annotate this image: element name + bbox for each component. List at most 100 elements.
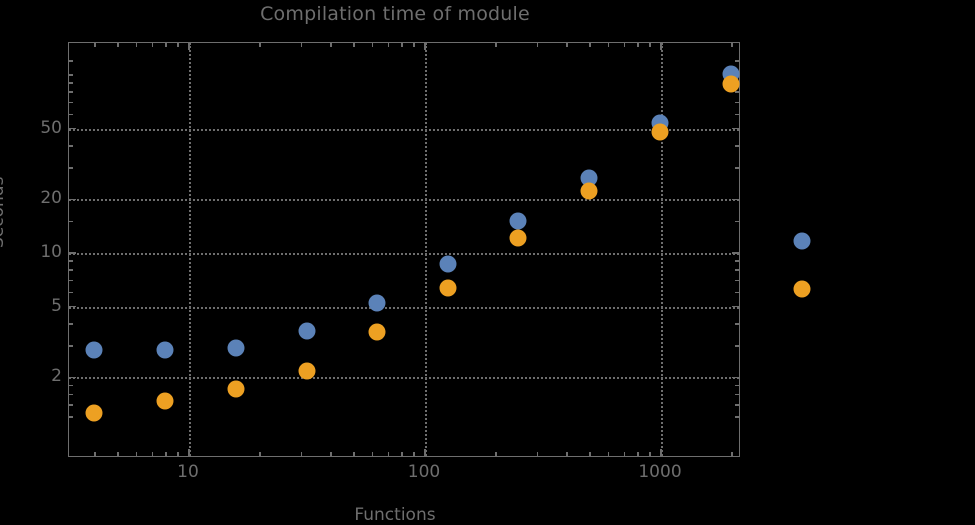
- x-axis-minor-tick: [536, 452, 539, 456]
- y-axis-minor-tick: [69, 279, 73, 282]
- x-axis-minor-tick: [566, 452, 568, 456]
- x-axis-minor-tick: [135, 43, 138, 47]
- y-axis-tick: [69, 198, 76, 201]
- y-axis-tick: [69, 376, 76, 379]
- x-axis-minor-tick: [117, 452, 119, 456]
- y-axis-minor-tick: [735, 393, 739, 396]
- y-axis-minor-tick: [69, 291, 73, 294]
- y-axis-minor-tick: [69, 74, 73, 76]
- y-axis-tick-label: 50: [40, 117, 62, 138]
- x-axis-minor-tick: [151, 452, 154, 456]
- y-axis-minor-tick: [69, 269, 73, 271]
- x-axis-minor-tick: [589, 452, 591, 456]
- x-axis-minor-tick: [413, 452, 415, 456]
- x-axis-minor-tick: [731, 452, 733, 456]
- y-axis-tick-label: 5: [51, 295, 62, 316]
- y-axis-minor-tick: [735, 345, 739, 347]
- x-axis-minor-tick: [649, 452, 651, 456]
- y-axis-minor-tick: [69, 416, 73, 418]
- x-axis-minor-tick: [607, 43, 610, 47]
- x-axis-minor-tick: [371, 452, 374, 456]
- x-axis-tick: [424, 43, 426, 50]
- data-point: [509, 229, 527, 247]
- x-axis-tick-labels: 10 100 1000: [68, 462, 740, 488]
- x-axis-minor-tick: [649, 43, 651, 47]
- data-point: [156, 341, 174, 359]
- data-point: [368, 323, 386, 341]
- x-axis-tick: [660, 43, 662, 50]
- y-axis-tick-label: 20: [40, 188, 62, 209]
- y-axis-minor-tick: [69, 145, 73, 147]
- data-point: [298, 322, 316, 340]
- x-axis-minor-tick: [387, 43, 390, 47]
- x-axis-minor-tick: [177, 43, 179, 47]
- x-axis-tick: [188, 449, 190, 456]
- data-point: [156, 392, 174, 410]
- y-axis-minor-tick: [735, 260, 739, 262]
- x-axis-tick-label: 1000: [638, 462, 682, 482]
- x-axis-minor-tick: [330, 43, 332, 47]
- y-axis-minor-tick: [735, 404, 739, 406]
- x-axis-tick-label: 100: [407, 462, 441, 482]
- y-axis-minor-tick: [69, 91, 73, 93]
- gridline-horizontal: [69, 306, 739, 309]
- y-axis-minor-tick: [69, 101, 73, 104]
- x-axis-minor-tick: [637, 452, 639, 456]
- y-axis-minor-tick: [735, 220, 739, 223]
- gridline-vertical: [189, 43, 191, 456]
- data-point: [651, 123, 669, 141]
- x-axis-minor-tick: [371, 43, 374, 47]
- data-point: [227, 339, 245, 357]
- y-axis-tick: [69, 127, 76, 130]
- plot-frame: [68, 42, 740, 457]
- y-axis-minor-tick: [735, 113, 739, 116]
- x-axis-tick-label: 10: [177, 462, 199, 482]
- x-axis-minor-tick: [165, 452, 167, 456]
- y-axis-tick-label: 10: [40, 242, 62, 262]
- data-point: [85, 341, 103, 359]
- data-point: [298, 362, 316, 380]
- x-axis-minor-tick: [387, 452, 390, 456]
- y-axis-minor-tick: [735, 167, 739, 169]
- y-axis-tick: [732, 252, 739, 254]
- x-axis-minor-tick: [495, 43, 497, 47]
- y-axis-minor-tick: [69, 260, 73, 262]
- gridline-horizontal: [69, 128, 739, 131]
- x-axis-tick: [424, 449, 426, 456]
- data-point: [580, 182, 598, 200]
- gridline-horizontal: [69, 377, 739, 380]
- y-axis-minor-tick: [735, 291, 739, 294]
- x-axis-minor-tick: [623, 452, 626, 456]
- x-axis-minor-tick: [151, 43, 154, 47]
- y-axis-tick: [69, 305, 76, 308]
- x-axis-minor-tick: [536, 43, 539, 47]
- y-axis-tick-label: 2: [51, 366, 62, 387]
- y-axis-minor-tick: [69, 82, 73, 84]
- y-axis-tick: [732, 376, 739, 379]
- y-axis-tick: [69, 252, 76, 254]
- data-point: [439, 255, 457, 273]
- x-axis-minor-tick: [495, 452, 497, 456]
- x-axis-minor-tick: [731, 43, 733, 47]
- x-axis-minor-tick: [401, 43, 403, 47]
- data-point: [580, 169, 598, 187]
- y-axis-minor-tick: [735, 416, 739, 418]
- y-axis-minor-tick: [735, 145, 739, 147]
- y-axis-tick-labels: 2 5 10 20 50: [0, 42, 62, 457]
- y-axis-minor-tick: [69, 167, 73, 169]
- x-axis-minor-tick: [353, 43, 355, 47]
- x-axis-minor-tick: [135, 452, 138, 456]
- x-axis-tick: [188, 43, 190, 50]
- y-axis-minor-tick: [69, 404, 73, 406]
- y-axis-minor-tick: [69, 393, 73, 396]
- x-axis-minor-tick: [330, 452, 332, 456]
- x-axis-minor-tick: [401, 452, 403, 456]
- x-axis-minor-tick: [177, 452, 179, 456]
- chart-title: Compilation time of module: [260, 3, 530, 25]
- gridline-horizontal: [69, 253, 739, 255]
- x-axis-minor-tick: [413, 43, 415, 47]
- x-axis-minor-tick: [165, 43, 167, 47]
- data-point: [439, 279, 457, 297]
- x-axis-minor-tick: [566, 43, 568, 47]
